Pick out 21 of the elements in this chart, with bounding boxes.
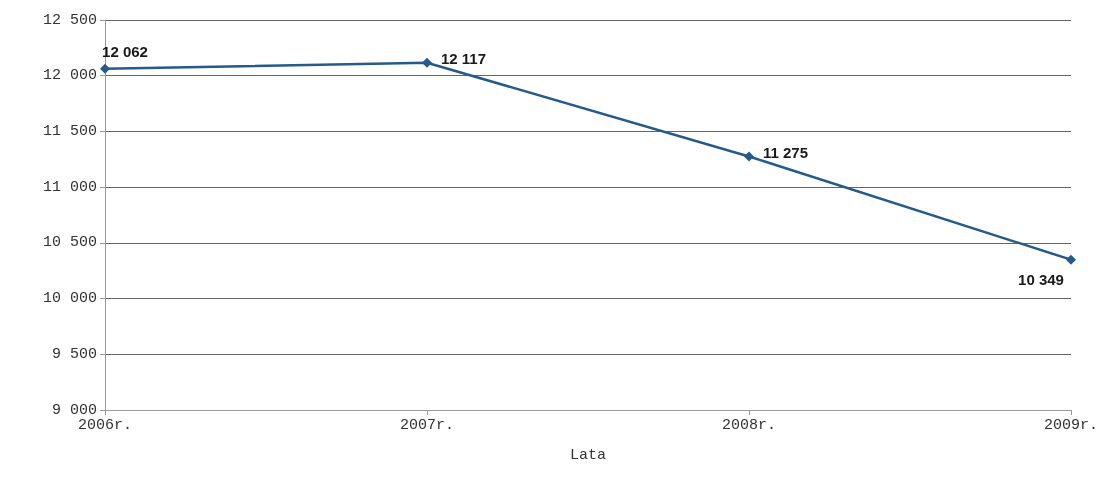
- point: [422, 57, 432, 68]
- point: [1066, 254, 1076, 265]
- data-label: 12 117: [441, 50, 487, 68]
- y-tick-label: 11 500: [42, 122, 97, 140]
- data-label: 11 275: [763, 144, 809, 161]
- data-label: 12 062: [102, 42, 148, 60]
- y-tick-label: 9 500: [51, 345, 97, 363]
- y-tick-label: 9 000: [51, 401, 97, 419]
- y-tick-label: 12 000: [42, 67, 97, 85]
- point: [744, 151, 754, 162]
- x-axis-title: Lata: [569, 447, 607, 464]
- x-tick-label: 2009r.: [1043, 417, 1099, 434]
- x-tick-label: 2007r.: [399, 417, 455, 434]
- y-tick-label: 11 000: [42, 178, 97, 196]
- y-tick-label: 12 500: [42, 11, 97, 29]
- point: [100, 63, 110, 74]
- x-tick-label: 2008r.: [721, 417, 777, 434]
- x-tick-label: 2006r.: [77, 417, 133, 434]
- data-label: 10 349: [1018, 270, 1064, 288]
- y-tick-label: 10 500: [42, 234, 97, 252]
- y-tick-label: 10 000: [42, 290, 97, 308]
